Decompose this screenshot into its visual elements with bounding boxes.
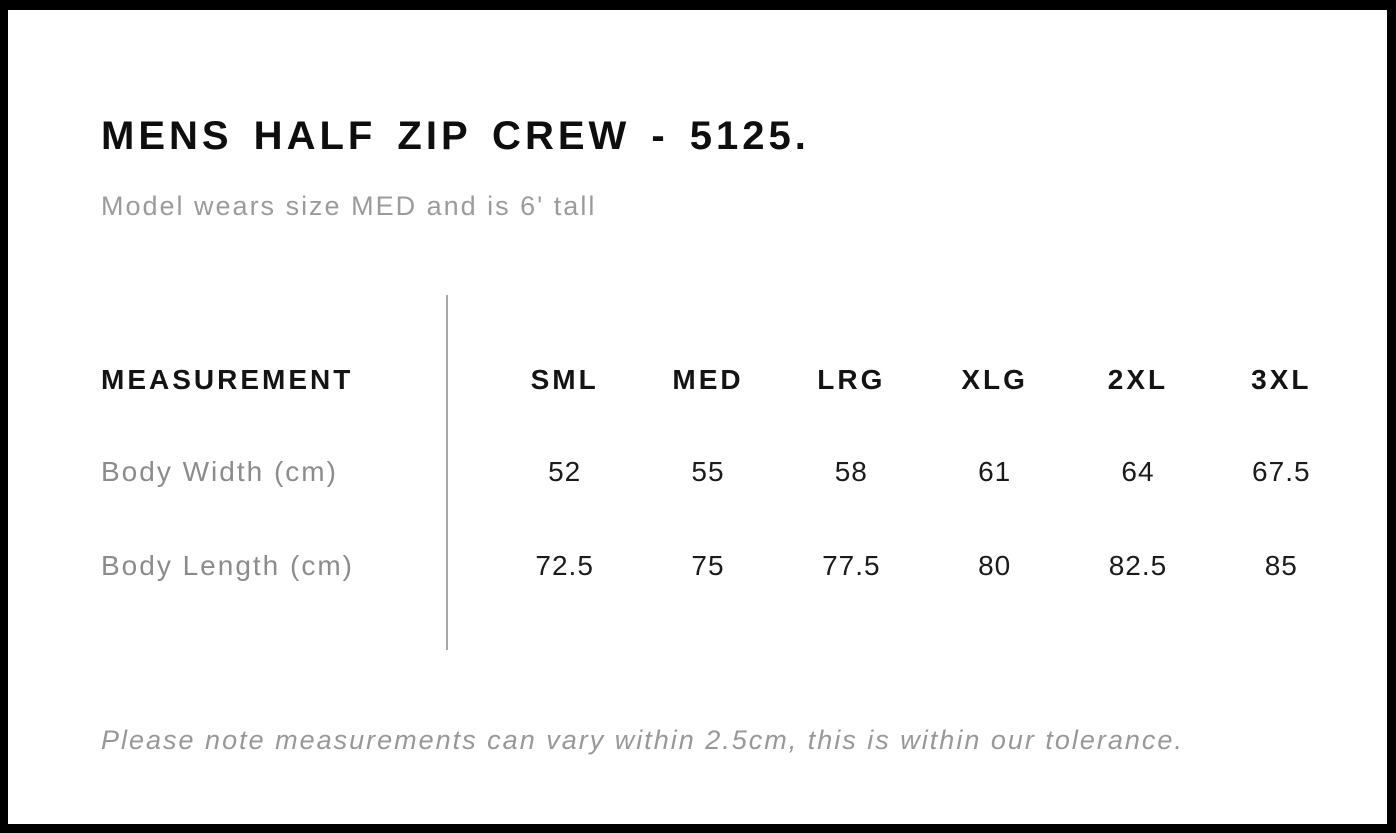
body-length-3xl: 85 xyxy=(1264,550,1298,581)
table-row-body-length: Body Length (cm) 72.5 75 77.5 80 82.5 85 xyxy=(8,548,1387,584)
table-row-body-width: Body Width (cm) 52 55 58 61 64 67.5 xyxy=(8,454,1387,490)
body-length-med: 75 xyxy=(691,550,725,581)
row-values-body-length: 72.5 75 77.5 80 82.5 85 xyxy=(493,550,1353,582)
body-width-med: 55 xyxy=(691,456,725,487)
size-header-2xl: 2XL xyxy=(1107,364,1169,395)
size-column-headers: SML MED LRG XLG 2XL 3XL xyxy=(493,364,1353,396)
tolerance-note: Please note measurements can vary within… xyxy=(101,725,1184,755)
size-header-lrg: LRG xyxy=(817,364,886,395)
body-width-2xl: 64 xyxy=(1121,456,1155,487)
body-length-sml: 72.5 xyxy=(535,550,594,581)
table-vertical-divider xyxy=(446,295,448,650)
row-values-body-width: 52 55 58 61 64 67.5 xyxy=(493,456,1353,488)
body-width-sml: 52 xyxy=(548,456,582,487)
body-length-2xl: 82.5 xyxy=(1108,550,1168,581)
size-header-sml: SML xyxy=(530,364,599,395)
model-size-subtitle: Model wears size MED and is 6' tall xyxy=(101,191,597,221)
measurement-column-header: MEASUREMENT xyxy=(101,364,354,395)
page-title: MENS HALF ZIP CREW - 5125. xyxy=(101,114,810,158)
body-length-xlg: 80 xyxy=(978,550,1012,581)
size-header-med: MED xyxy=(672,364,744,395)
body-width-3xl: 67.5 xyxy=(1252,456,1311,487)
size-header-3xl: 3XL xyxy=(1251,364,1312,395)
row-label-body-width: Body Width (cm) xyxy=(101,456,338,487)
body-width-lrg: 58 xyxy=(834,456,868,487)
row-label-body-length: Body Length (cm) xyxy=(101,550,354,581)
size-header-xlg: XLG xyxy=(961,364,1028,395)
body-width-xlg: 61 xyxy=(978,456,1012,487)
table-header-row: MEASUREMENT SML MED LRG XLG 2XL 3XL xyxy=(8,362,1387,398)
body-length-lrg: 77.5 xyxy=(822,550,881,581)
